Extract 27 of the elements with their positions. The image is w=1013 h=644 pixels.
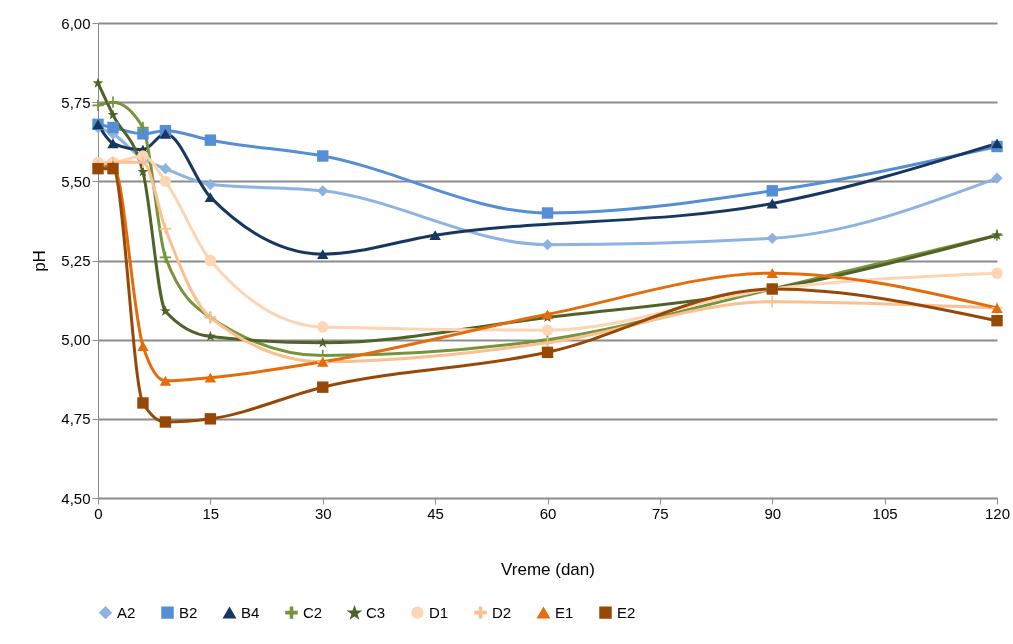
legend-label: E1 xyxy=(555,603,574,621)
legend-label: B4 xyxy=(241,603,260,621)
x-tick-label: 0 xyxy=(94,504,103,522)
x-tick-label: 60 xyxy=(539,504,557,522)
legend-label: B2 xyxy=(179,603,198,621)
y-tick-label: 5,00 xyxy=(61,331,91,349)
x-tick-label: 45 xyxy=(427,504,444,522)
x-tick-label: 75 xyxy=(652,504,669,522)
x-tick-label: 15 xyxy=(202,504,220,522)
legend-label: D2 xyxy=(492,603,512,621)
y-tick-label: 5,75 xyxy=(61,93,91,111)
y-tick-label: 5,50 xyxy=(61,172,91,190)
x-axis-title: Vreme (dan) xyxy=(501,559,595,579)
x-tick-label: 90 xyxy=(764,504,782,522)
legend-label: C3 xyxy=(366,604,386,622)
legend-label: D1 xyxy=(429,603,449,621)
legend-label: A2 xyxy=(117,603,136,621)
legend-label: E2 xyxy=(617,603,636,621)
x-tick-label: 105 xyxy=(872,504,898,522)
legend-label: C2 xyxy=(303,603,323,621)
x-tick-label: 120 xyxy=(984,504,1011,522)
y-tick-label: 5,25 xyxy=(61,252,91,269)
y-axis-title: pH xyxy=(30,250,50,272)
x-tick-label: 30 xyxy=(314,504,332,522)
y-tick-label: 6,00 xyxy=(61,14,91,32)
y-tick-label: 4,50 xyxy=(61,489,91,507)
y-tick-label: 4,75 xyxy=(61,410,91,428)
